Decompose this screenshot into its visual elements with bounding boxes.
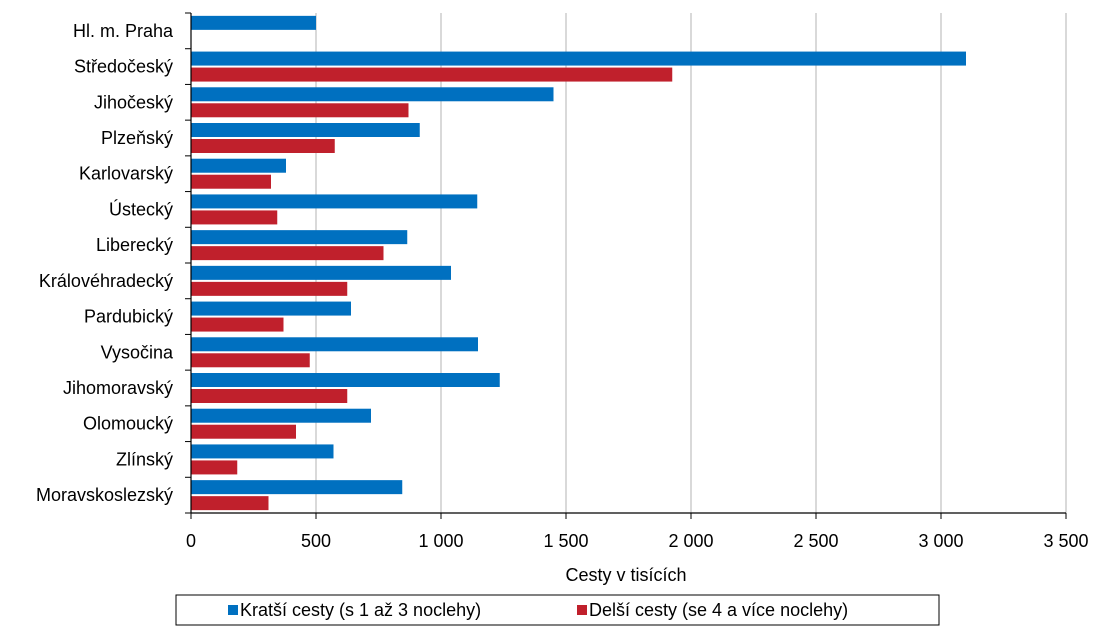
category-label: Vysočina [101, 342, 174, 362]
category-label: Hl. m. Praha [73, 21, 174, 41]
category-label: Karlovarský [79, 164, 173, 184]
category-label: Zlínský [116, 449, 173, 469]
x-tick-label: 1 500 [543, 531, 588, 551]
bar-short-trips [191, 51, 966, 66]
bar-long-trips [191, 210, 278, 225]
x-tick-label: 500 [301, 531, 331, 551]
x-tick-label: 1 000 [418, 531, 463, 551]
bar-short-trips [191, 265, 451, 280]
bar-long-trips [191, 281, 348, 296]
category-label: Liberecký [96, 235, 173, 255]
category-label: Středočeský [74, 57, 173, 77]
bar-short-trips [191, 480, 403, 495]
bar-long-trips [191, 103, 409, 118]
x-tick-label: 3 500 [1043, 531, 1088, 551]
x-axis-label: Cesty v tisících [565, 565, 686, 585]
bar-short-trips [191, 444, 334, 459]
category-label: Olomoucký [83, 414, 173, 434]
category-label: Královéhradecký [39, 271, 173, 291]
category-label: Jihočeský [94, 92, 173, 112]
category-label: Jihomoravský [63, 378, 173, 398]
category-label: Plzeňský [101, 128, 173, 148]
bar-long-trips [191, 174, 271, 189]
legend-box [175, 594, 940, 626]
category-label: Moravskoslezský [36, 485, 173, 505]
bar-long-trips [191, 460, 238, 475]
bar-long-trips [191, 389, 348, 403]
bar-short-trips [191, 408, 371, 423]
legend-swatch [228, 605, 238, 615]
bar-short-trips [191, 158, 286, 173]
category-labels: Hl. m. Praha Středočeský Jihočeský Plzeňský… [36, 21, 174, 505]
legend-entry: Delší cesty (se 4 a více noclehy) [589, 600, 848, 620]
category-label: Pardubický [84, 307, 173, 327]
bar-long-trips [191, 496, 269, 511]
bars [191, 15, 966, 511]
bar-short-trips [191, 194, 478, 209]
bar-long-trips [191, 246, 384, 261]
x-tick-label: 3 000 [918, 531, 963, 551]
legend-entry: Kratší cesty (s 1 až 3 noclehy) [240, 600, 481, 620]
bar-short-trips [191, 15, 316, 30]
bar-short-trips [191, 123, 420, 137]
bar-long-trips [191, 424, 296, 439]
legend: Kratší cesty (s 1 až 3 noclehy) Delší ces… [175, 594, 940, 626]
axes [185, 12, 1067, 519]
bar-long-trips [191, 67, 673, 82]
x-tick-label: 2 000 [668, 531, 713, 551]
legend-swatch [577, 605, 587, 615]
bar-long-trips [191, 317, 284, 332]
bar-short-trips [191, 230, 408, 245]
bar-short-trips [191, 337, 478, 352]
bar-short-trips [191, 373, 500, 387]
bar-short-trips [191, 301, 351, 316]
bar-short-trips [191, 87, 554, 102]
bar-long-trips [191, 353, 310, 368]
bar-long-trips [191, 139, 335, 153]
x-tick-labels: 0 500 1 000 1 500 2 000 2 500 3 000 3 500 [186, 531, 1089, 551]
x-tick-label: 2 500 [793, 531, 838, 551]
x-tick-label: 0 [186, 531, 196, 551]
category-label: Ústecký [109, 198, 173, 219]
